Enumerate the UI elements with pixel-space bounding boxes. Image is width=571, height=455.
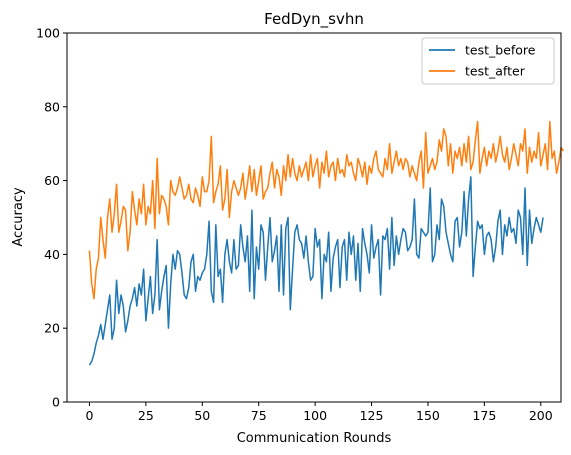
legend-entry-label: test_before xyxy=(465,43,536,58)
x-tick-label: 75 xyxy=(251,408,267,423)
x-tick-label: 0 xyxy=(85,408,93,423)
series-line-test-after xyxy=(88,120,565,300)
x-tick-label: 100 xyxy=(303,408,327,423)
x-tick-label: 125 xyxy=(360,408,384,423)
x-axis-ticks: 0 25 50 75 100 125 150 175 200 xyxy=(85,402,553,423)
x-tick-label: 150 xyxy=(416,408,440,423)
y-tick-label: 60 xyxy=(44,173,60,188)
y-tick-label: 40 xyxy=(44,247,60,262)
legend: test_before test_after xyxy=(421,37,555,85)
legend-entry-label: test_after xyxy=(465,64,526,79)
y-tick-label: 0 xyxy=(52,395,60,410)
y-axis-ticks: 0 20 40 60 80 100 xyxy=(36,26,67,410)
y-axis-label: Accuracy xyxy=(11,187,26,247)
x-tick-label: 25 xyxy=(138,408,154,423)
x-tick-label: 50 xyxy=(194,408,210,423)
x-axis-label: Communication Rounds xyxy=(237,431,392,446)
series-line-test-before xyxy=(88,176,544,366)
plot-area xyxy=(88,120,565,366)
y-tick-label: 80 xyxy=(44,99,60,114)
x-tick-label: 175 xyxy=(472,408,496,423)
y-tick-label: 20 xyxy=(44,321,60,336)
y-tick-label: 100 xyxy=(36,26,60,41)
plot-frame xyxy=(66,32,562,403)
x-tick-label: 200 xyxy=(529,408,553,423)
chart-title: FedDyn_svhn xyxy=(264,10,364,29)
